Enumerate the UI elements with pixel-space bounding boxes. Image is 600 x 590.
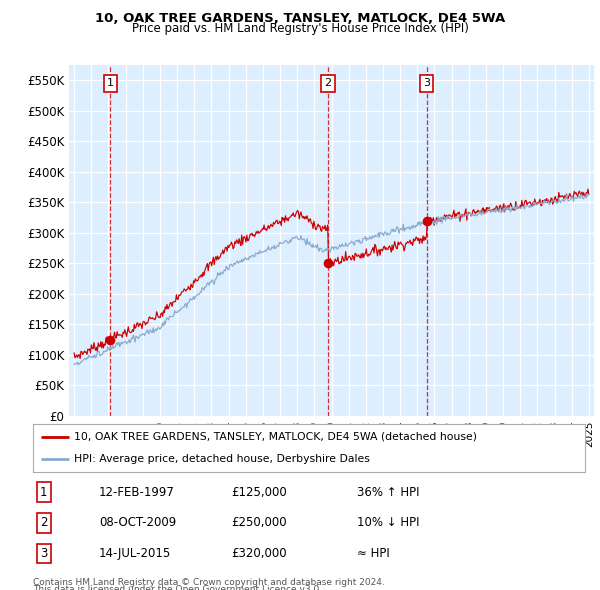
Text: 36% ↑ HPI: 36% ↑ HPI [357, 486, 419, 499]
Text: 3: 3 [40, 547, 47, 560]
Text: 2: 2 [324, 78, 331, 88]
Text: £320,000: £320,000 [231, 547, 287, 560]
Text: HPI: Average price, detached house, Derbyshire Dales: HPI: Average price, detached house, Derb… [74, 454, 370, 464]
Text: This data is licensed under the Open Government Licence v3.0.: This data is licensed under the Open Gov… [33, 585, 322, 590]
Text: 3: 3 [423, 78, 430, 88]
Text: Price paid vs. HM Land Registry's House Price Index (HPI): Price paid vs. HM Land Registry's House … [131, 22, 469, 35]
Text: ≈ HPI: ≈ HPI [357, 547, 390, 560]
Text: 08-OCT-2009: 08-OCT-2009 [99, 516, 176, 529]
Text: 2: 2 [40, 516, 47, 529]
Text: 1: 1 [107, 78, 114, 88]
Text: 10% ↓ HPI: 10% ↓ HPI [357, 516, 419, 529]
Text: 10, OAK TREE GARDENS, TANSLEY, MATLOCK, DE4 5WA (detached house): 10, OAK TREE GARDENS, TANSLEY, MATLOCK, … [74, 432, 478, 442]
Text: £250,000: £250,000 [231, 516, 287, 529]
Text: 12-FEB-1997: 12-FEB-1997 [99, 486, 175, 499]
Text: Contains HM Land Registry data © Crown copyright and database right 2024.: Contains HM Land Registry data © Crown c… [33, 578, 385, 587]
Text: 1: 1 [40, 486, 47, 499]
Text: £125,000: £125,000 [231, 486, 287, 499]
Text: 14-JUL-2015: 14-JUL-2015 [99, 547, 171, 560]
Text: 10, OAK TREE GARDENS, TANSLEY, MATLOCK, DE4 5WA: 10, OAK TREE GARDENS, TANSLEY, MATLOCK, … [95, 12, 505, 25]
